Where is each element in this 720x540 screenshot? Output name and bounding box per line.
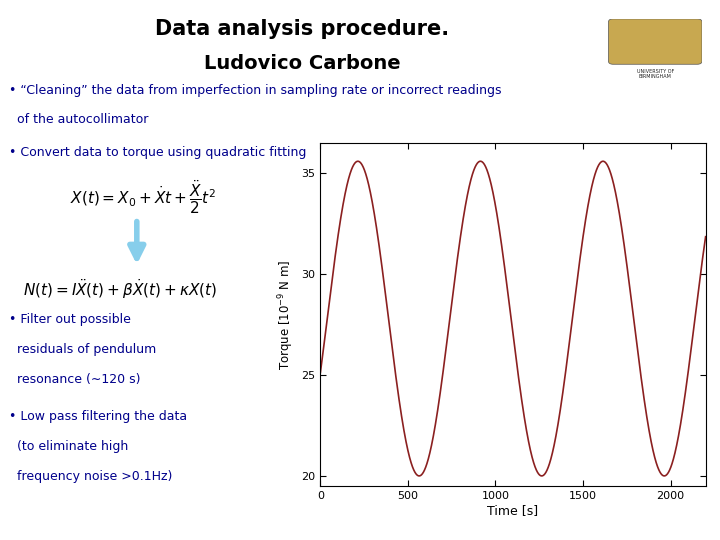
X-axis label: Time [s]: Time [s] [487, 504, 539, 517]
Text: $X(t)= X_{0} + \dot{X}t + \dfrac{\ddot{X}}{2}t^{2}$: $X(t)= X_{0} + \dot{X}t + \dfrac{\ddot{X… [70, 178, 216, 216]
Text: • Filter out possible: • Filter out possible [9, 313, 130, 326]
Text: Data analysis procedure.: Data analysis procedure. [156, 19, 449, 39]
Text: • Low pass filtering the data: • Low pass filtering the data [9, 410, 186, 423]
FancyBboxPatch shape [608, 19, 702, 64]
Text: $N(t)= I\ddot{X}(t)+ \beta\dot{X}(t)+ \kappa X(t)$: $N(t)= I\ddot{X}(t)+ \beta\dot{X}(t)+ \k… [23, 277, 217, 301]
Text: UNIVERSITY OF
BIRMINGHAM: UNIVERSITY OF BIRMINGHAM [636, 69, 674, 79]
Text: frequency noise >0.1Hz): frequency noise >0.1Hz) [9, 470, 172, 483]
Text: of the autocollimator: of the autocollimator [9, 113, 148, 126]
Y-axis label: Torque $[10^{-9}$ N m$]$: Torque $[10^{-9}$ N m$]$ [276, 259, 296, 370]
Text: resonance (∼120 s): resonance (∼120 s) [9, 373, 140, 386]
Text: Ludovico Carbone: Ludovico Carbone [204, 54, 401, 73]
Text: • Convert data to torque using quadratic fitting: • Convert data to torque using quadratic… [9, 146, 306, 159]
Text: (to eliminate high: (to eliminate high [9, 440, 128, 453]
Text: residuals of pendulum: residuals of pendulum [9, 343, 156, 356]
Text: • “Cleaning” the data from imperfection in sampling rate or incorrect readings: • “Cleaning” the data from imperfection … [9, 84, 501, 97]
